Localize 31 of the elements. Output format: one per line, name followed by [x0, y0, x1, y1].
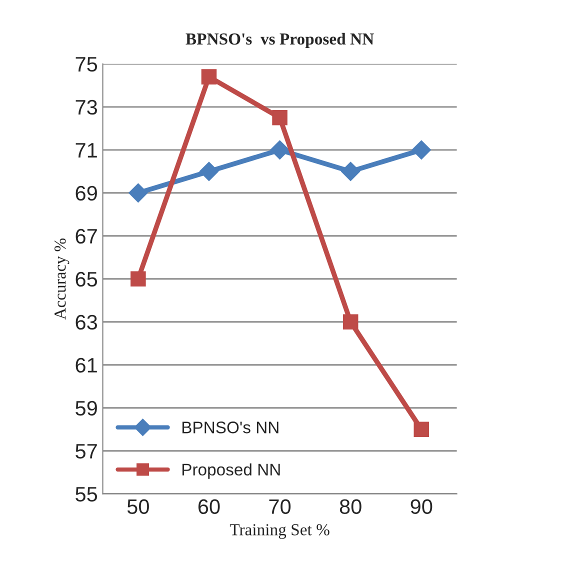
y-tick-label: 55 — [76, 487, 98, 502]
legend-label: Proposed NN — [182, 463, 280, 479]
y-tick-label: 69 — [76, 186, 97, 201]
legend-label: BPNSO's NN — [182, 422, 278, 434]
x-tick-label: 60 — [198, 499, 220, 514]
y-tick-label: 57 — [76, 444, 97, 459]
point — [270, 140, 290, 160]
point — [128, 183, 148, 202]
x-tick-label: 80 — [340, 499, 362, 514]
point — [342, 314, 358, 330]
x-tick-label: 50 — [127, 499, 149, 514]
y-tick-label: 67 — [76, 228, 97, 244]
point — [201, 69, 217, 84]
y-axis-title: Accuracy % — [54, 238, 70, 320]
x-axis-title: Training Set % — [230, 524, 330, 539]
point — [414, 422, 430, 437]
point — [341, 162, 360, 181]
point — [412, 140, 431, 160]
y-tick-label: 73 — [76, 100, 98, 115]
y-tick-label: 65 — [76, 272, 98, 287]
chart-title: BPNSO's vs Proposed NN — [186, 32, 374, 48]
x-tick-label: 90 — [410, 499, 432, 514]
point — [130, 271, 146, 287]
x-tick-label: 70 — [269, 499, 291, 514]
y-tick-label: 63 — [76, 314, 98, 330]
point — [199, 162, 219, 181]
y-tick-label: 59 — [76, 400, 97, 416]
y-tick-label: 61 — [76, 358, 97, 373]
y-tick-label: 75 — [76, 57, 98, 72]
point — [272, 110, 288, 126]
y-tick-label: 71 — [76, 143, 97, 158]
